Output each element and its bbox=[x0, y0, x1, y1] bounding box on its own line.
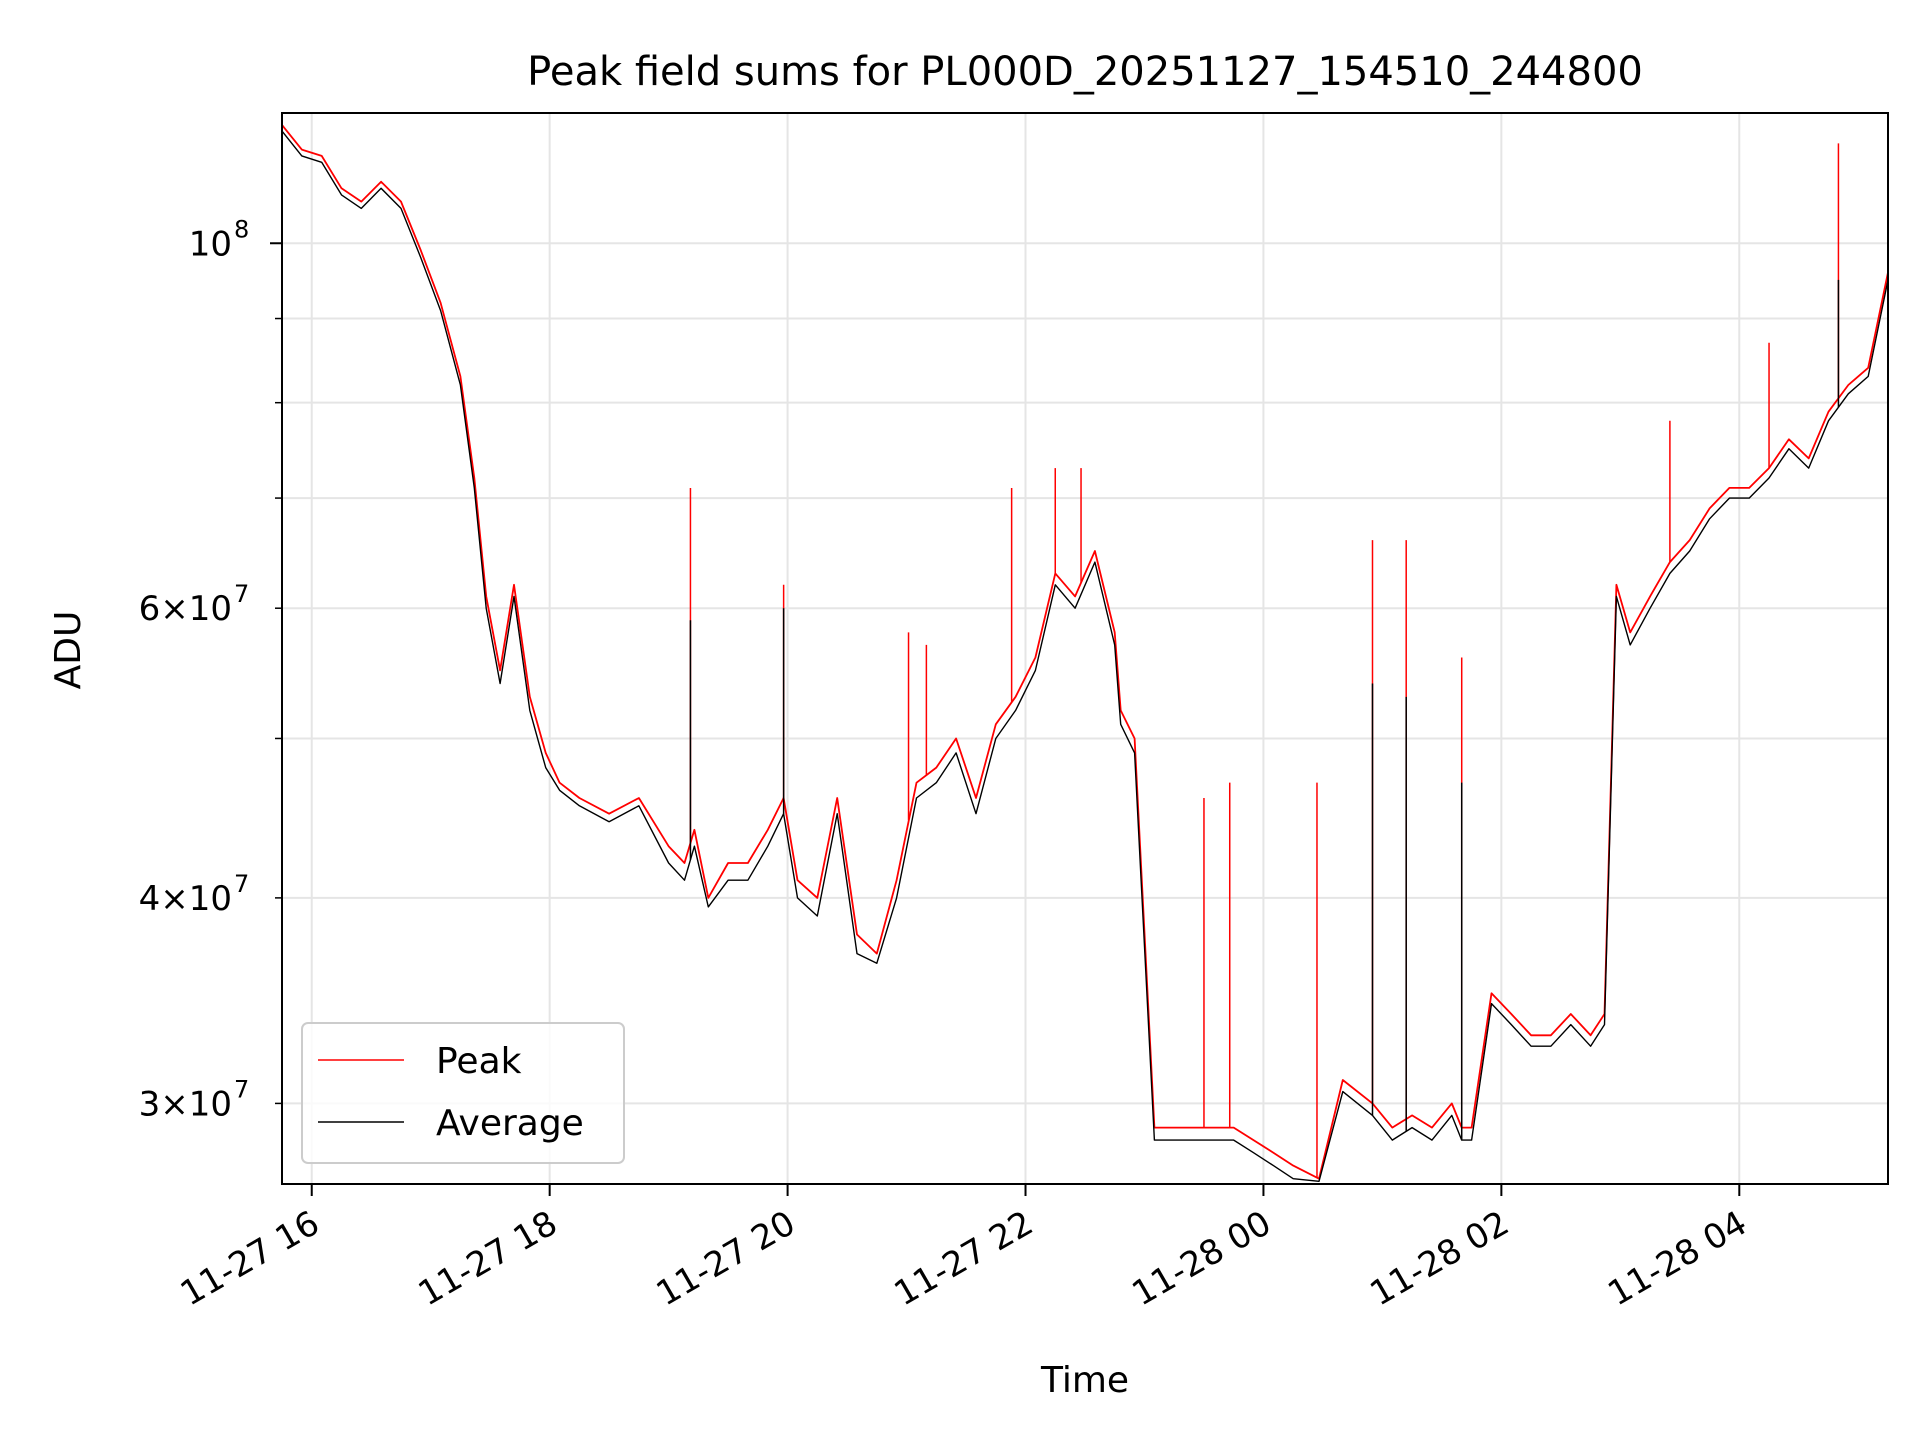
y-tick-label-exponent: 7 bbox=[234, 870, 249, 898]
y-tick-label-exponent: 8 bbox=[234, 215, 249, 243]
y-tick-label-exponent: 7 bbox=[234, 580, 249, 608]
legend-box bbox=[301, 1022, 625, 1164]
chart-title: Peak field sums for PL000D_20251127_1545… bbox=[527, 49, 1643, 95]
y-axis: 10 83×10 74×10 76×10 7 bbox=[139, 215, 282, 1124]
x-axis-label: Time bbox=[1040, 1360, 1129, 1401]
y-axis-label: ADU bbox=[48, 611, 89, 690]
series-layer bbox=[281, 124, 1889, 1183]
y-tick-label: 4×10 bbox=[139, 879, 232, 919]
plot-frame bbox=[281, 112, 1889, 1185]
legend: Peak Average bbox=[301, 1022, 625, 1164]
y-tick-label: 3×10 bbox=[139, 1084, 232, 1124]
y-tick-label: 6×10 bbox=[139, 589, 232, 629]
y-tick-label: 10 bbox=[189, 224, 232, 264]
legend-label-average: Average bbox=[436, 1103, 584, 1144]
legend-label-peak: Peak bbox=[436, 1041, 522, 1082]
y-tick-label-exponent: 7 bbox=[234, 1075, 249, 1103]
series-line-average bbox=[281, 130, 1889, 1183]
